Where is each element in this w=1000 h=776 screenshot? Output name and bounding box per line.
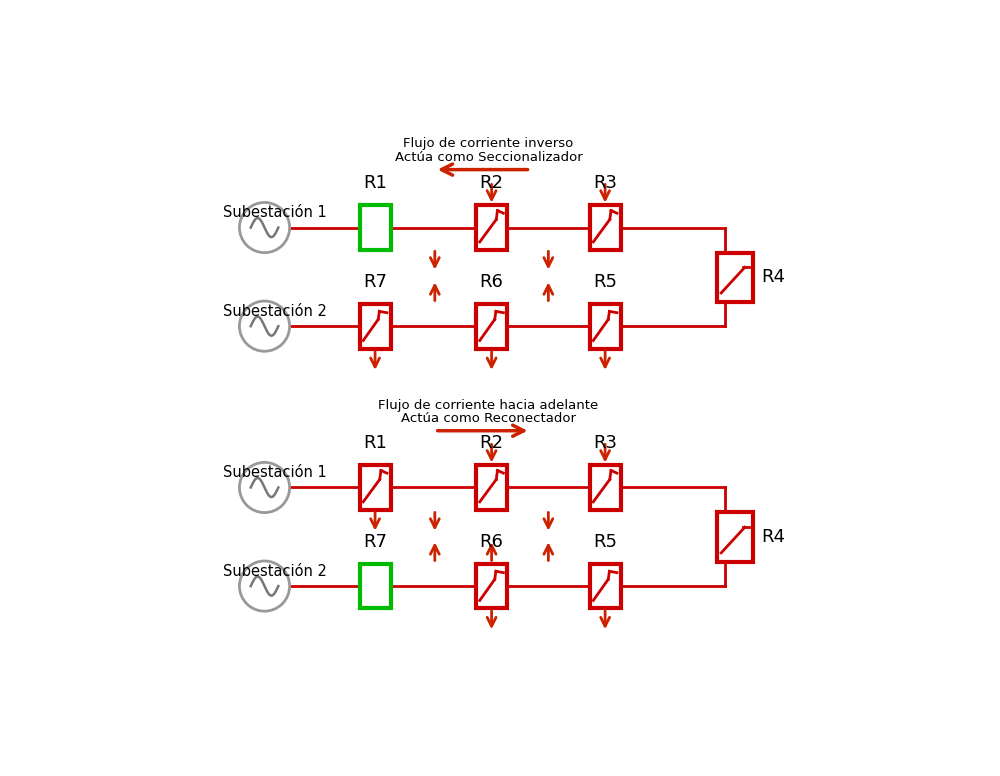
Text: R5: R5 xyxy=(593,272,617,290)
Bar xyxy=(476,205,507,250)
Text: Subestación 2: Subestación 2 xyxy=(223,563,327,579)
Bar xyxy=(717,512,753,562)
Text: R4: R4 xyxy=(761,268,785,286)
Bar xyxy=(360,465,391,510)
Text: R2: R2 xyxy=(480,174,504,192)
Bar xyxy=(360,303,391,348)
Bar xyxy=(360,205,391,250)
Text: R6: R6 xyxy=(480,272,504,290)
Bar xyxy=(590,465,621,510)
Text: Subestación 1: Subestación 1 xyxy=(223,465,326,480)
Text: R4: R4 xyxy=(761,528,785,546)
Bar xyxy=(476,465,507,510)
Text: R5: R5 xyxy=(593,532,617,550)
Bar xyxy=(476,563,507,608)
Text: Actúa como Seccionalizador: Actúa como Seccionalizador xyxy=(395,151,582,164)
Bar xyxy=(360,563,391,608)
Bar xyxy=(476,303,507,348)
Text: Actúa como Reconectador: Actúa como Reconectador xyxy=(401,412,576,424)
Text: Subestación 2: Subestación 2 xyxy=(223,303,327,319)
Text: R1: R1 xyxy=(363,434,387,452)
Bar xyxy=(590,563,621,608)
Text: R3: R3 xyxy=(593,434,617,452)
Bar xyxy=(590,205,621,250)
Text: Subestación 1: Subestación 1 xyxy=(223,205,326,220)
Text: R7: R7 xyxy=(363,272,387,290)
Text: R3: R3 xyxy=(593,174,617,192)
Text: Flujo de corriente hacia adelante: Flujo de corriente hacia adelante xyxy=(378,399,599,411)
Bar xyxy=(717,252,753,302)
Text: R6: R6 xyxy=(480,532,504,550)
Text: R2: R2 xyxy=(480,434,504,452)
Text: R7: R7 xyxy=(363,532,387,550)
Text: Flujo de corriente inverso: Flujo de corriente inverso xyxy=(403,137,574,151)
Bar xyxy=(590,303,621,348)
Text: R1: R1 xyxy=(363,174,387,192)
